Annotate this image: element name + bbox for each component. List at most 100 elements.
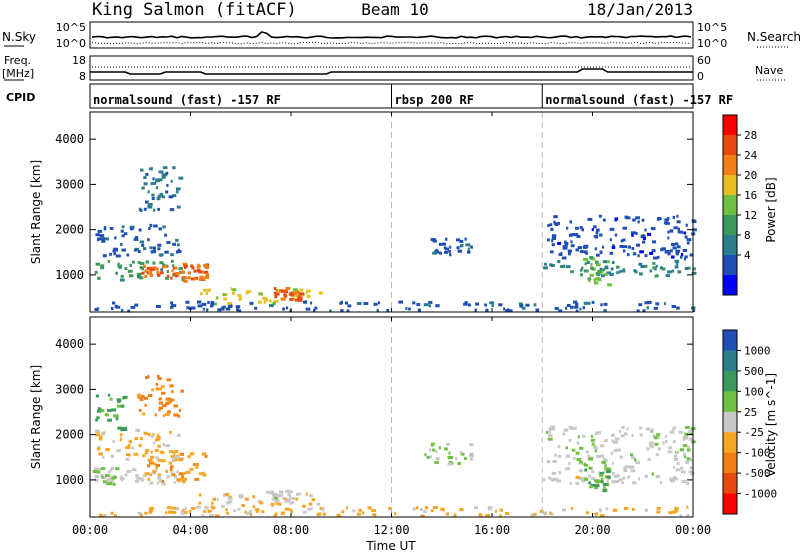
- scatter-cell: [238, 297, 242, 301]
- scatter-cell: [107, 259, 111, 263]
- scatter-cell: [459, 508, 464, 512]
- scatter-cell: [142, 454, 146, 458]
- scatter-cell: [237, 309, 242, 313]
- scatter-cell: [207, 509, 212, 513]
- noise-left-tick-low: 10^0: [56, 37, 86, 50]
- scatter-cell: [156, 481, 159, 485]
- scatter-cell: [503, 307, 506, 311]
- colorbar-segment: [723, 255, 737, 276]
- scatter-cell: [183, 471, 186, 475]
- scatter-cell: [152, 432, 155, 436]
- scatter-cell: [191, 266, 195, 270]
- scatter-cell: [281, 511, 285, 515]
- scatter-cell: [166, 274, 170, 278]
- scatter-cell: [230, 287, 233, 291]
- scatter-cell: [158, 178, 163, 182]
- scatter-cell: [221, 306, 224, 310]
- scatter-cell: [484, 303, 487, 307]
- scatter-cell: [684, 432, 688, 436]
- scatter-cell: [631, 247, 635, 250]
- scatter-cell: [150, 455, 155, 459]
- scatter-cell: [104, 237, 110, 241]
- scatter-cell: [606, 475, 611, 479]
- scatter-cell: [575, 451, 580, 455]
- scatter-cell: [551, 427, 556, 431]
- scatter-cell: [667, 236, 670, 240]
- scatter-cell: [149, 509, 152, 513]
- scatter-cell: [308, 502, 313, 506]
- scatter-cell: [244, 497, 249, 501]
- scatter-cell: [533, 303, 537, 307]
- scatter-cell: [145, 172, 149, 176]
- colorbar-segment: [723, 135, 737, 156]
- scatter-cell: [137, 511, 142, 515]
- scatter-cell: [423, 303, 429, 307]
- scatter-cell: [258, 292, 263, 296]
- scatter-cell: [193, 277, 197, 281]
- scatter-cell: [120, 308, 124, 312]
- scatter-cell: [225, 501, 230, 505]
- scatter-cell: [661, 267, 666, 271]
- scatter-cell: [584, 262, 587, 266]
- scatter-cell: [373, 513, 377, 517]
- scatter-cell: [609, 251, 613, 255]
- scatter-cell: [565, 446, 568, 450]
- scatter-cell: [156, 374, 160, 378]
- x-tick-label: 00:00: [72, 523, 108, 537]
- station-title: King Salmon (fitACF): [92, 0, 297, 20]
- scatter-cell: [558, 309, 563, 313]
- noise-left-label: N.Sky: [2, 30, 36, 44]
- scatter-cell: [614, 217, 619, 221]
- scatter-cell: [98, 514, 103, 517]
- y-tick-label: 3000: [55, 177, 84, 191]
- scatter-cell: [564, 240, 567, 244]
- scatter-cell: [172, 272, 177, 276]
- scatter-cell: [453, 513, 457, 517]
- scatter-cell: [604, 459, 608, 463]
- x-tick-label: 20:00: [574, 523, 610, 537]
- scatter-cell: [548, 433, 553, 437]
- scatter-cell: [682, 249, 688, 252]
- scatter-cell: [171, 269, 174, 273]
- scatter-cell: [398, 300, 404, 304]
- scatter-cell: [295, 294, 300, 298]
- scatter-cell: [459, 451, 463, 455]
- scatter-cell: [570, 233, 576, 237]
- scatter-cell: [121, 427, 125, 431]
- scatter-cell: [664, 221, 670, 225]
- freq-left-tick-high: 18: [72, 54, 86, 67]
- scatter-cell: [159, 479, 163, 483]
- scatter-cell: [143, 182, 148, 186]
- colorbar-tick-label: -500: [744, 467, 771, 480]
- scatter-cell: [559, 265, 564, 268]
- scatter-cell: [165, 190, 169, 194]
- scatter-cell: [210, 505, 214, 509]
- scatter-cell: [551, 234, 557, 238]
- freq-traces: [90, 66, 693, 75]
- scatter-cell: [112, 249, 116, 253]
- scatter-cell: [550, 227, 554, 231]
- scatter-cell: [188, 271, 191, 275]
- cpid-segment-label: normalsound (fast) -157 RF: [93, 93, 281, 107]
- scatter-cell: [675, 262, 679, 266]
- scatter-cell: [621, 481, 624, 485]
- scatter-cell: [246, 290, 252, 294]
- scatter-cell: [171, 457, 175, 460]
- velocity-transition-lines: [391, 317, 543, 517]
- scatter-cell: [636, 309, 640, 313]
- scatter-cell: [119, 433, 123, 437]
- scatter-cell: [283, 294, 288, 298]
- scatter-cell: [575, 302, 579, 306]
- scatter-cell: [519, 304, 524, 308]
- scatter-cell: [561, 264, 565, 268]
- scatter-cell: [143, 265, 146, 268]
- scatter-cell: [674, 259, 680, 263]
- scatter-cell: [112, 482, 116, 486]
- scatter-cell: [107, 409, 112, 413]
- scatter-cell: [599, 454, 605, 458]
- scatter-cell: [596, 228, 600, 232]
- scatter-cell: [157, 473, 161, 477]
- scatter-cell: [155, 463, 161, 467]
- scatter-cell: [691, 472, 694, 476]
